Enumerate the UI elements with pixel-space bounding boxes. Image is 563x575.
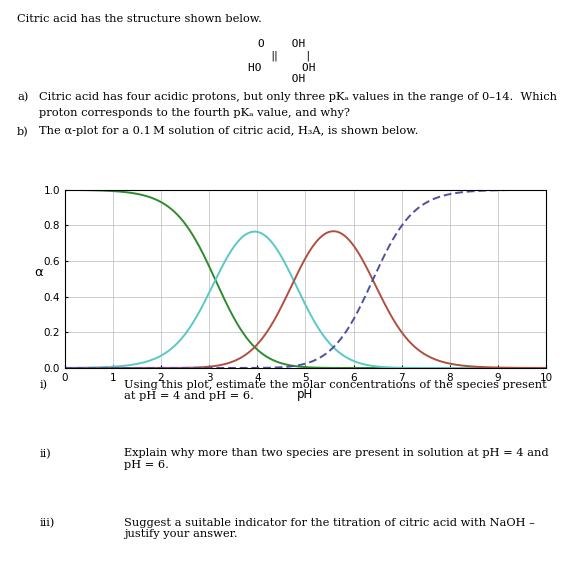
Text: proton corresponds to the fourth pKₐ value, and why?: proton corresponds to the fourth pKₐ val… bbox=[39, 108, 350, 118]
Text: The α-plot for a 0.1 M solution of citric acid, H₃A, is shown below.: The α-plot for a 0.1 M solution of citri… bbox=[39, 126, 419, 136]
Text: Suggest a suitable indicator for the titration of citric acid with NaOH –
justif: Suggest a suitable indicator for the tit… bbox=[124, 518, 535, 539]
Text: O    OH
   ‖    |
HO      OH
     OH: O OH ‖ | HO OH OH bbox=[248, 39, 315, 85]
Text: iii): iii) bbox=[39, 518, 55, 528]
Text: Citric acid has the structure shown below.: Citric acid has the structure shown belo… bbox=[17, 14, 262, 24]
Y-axis label: α: α bbox=[34, 266, 43, 279]
Text: b): b) bbox=[17, 126, 29, 137]
Text: Using this plot, estimate the molar concentrations of the species present
at pH : Using this plot, estimate the molar conc… bbox=[124, 380, 547, 401]
X-axis label: pH: pH bbox=[297, 389, 314, 401]
Text: ii): ii) bbox=[39, 448, 51, 459]
Text: i): i) bbox=[39, 380, 47, 390]
Text: Explain why more than two species are present in solution at pH = 4 and
pH = 6.: Explain why more than two species are pr… bbox=[124, 448, 548, 470]
Text: Citric acid has four acidic protons, but only three pKₐ values in the range of 0: Citric acid has four acidic protons, but… bbox=[39, 92, 557, 102]
Text: a): a) bbox=[17, 92, 28, 102]
